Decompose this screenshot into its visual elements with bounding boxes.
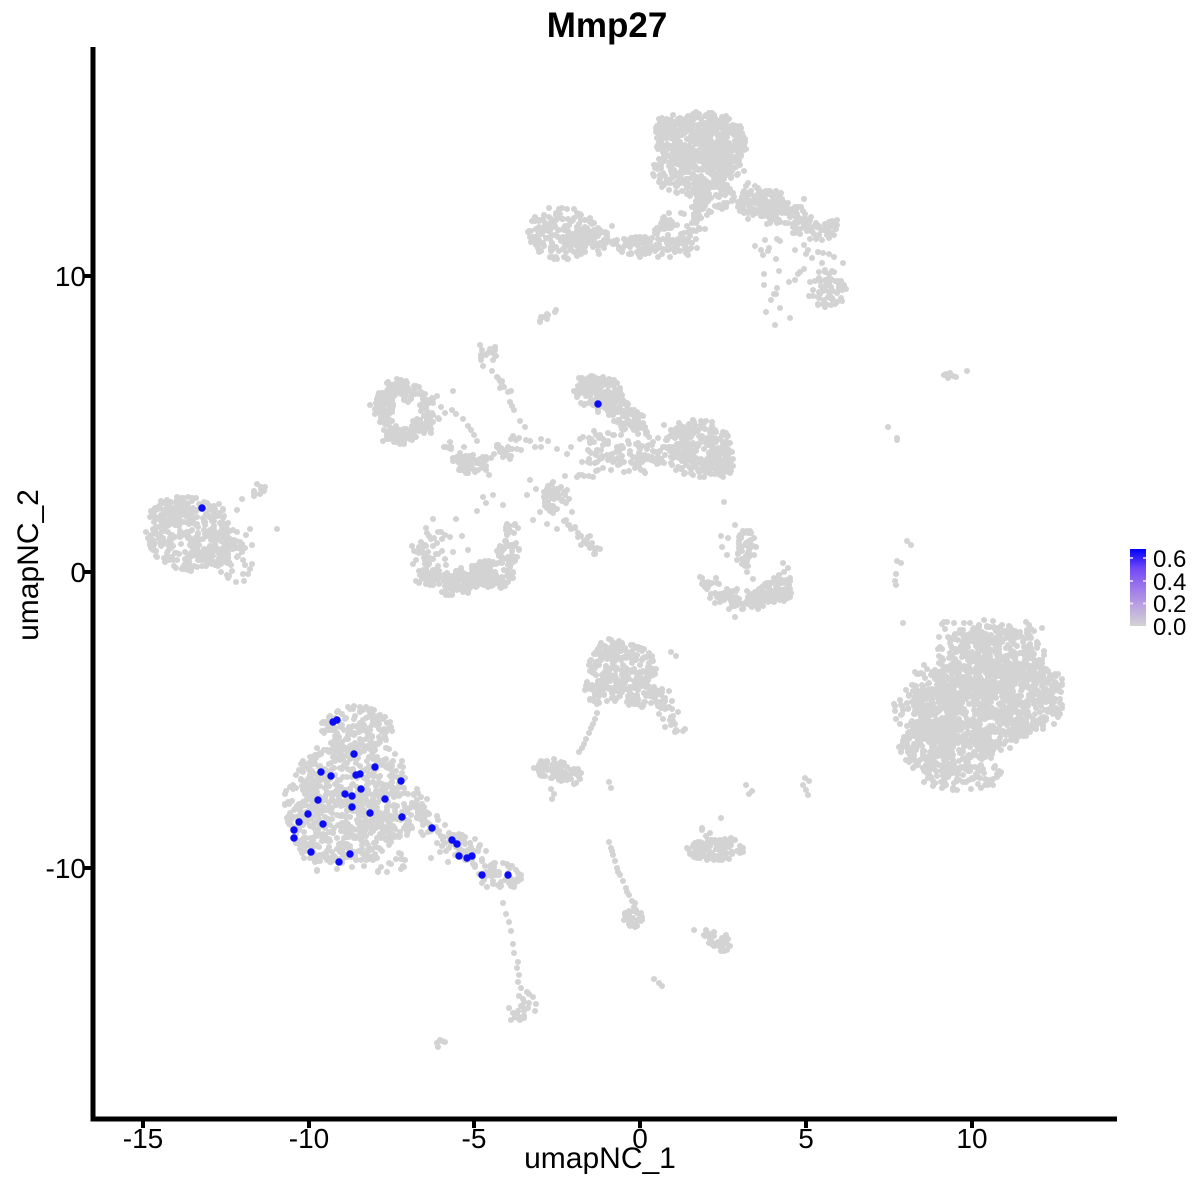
svg-text:0.2: 0.2 — [1153, 591, 1186, 618]
svg-text:10: 10 — [956, 1123, 987, 1154]
svg-text:0.6: 0.6 — [1153, 546, 1186, 573]
svg-text:10: 10 — [55, 261, 86, 292]
svg-text:-15: -15 — [123, 1123, 163, 1154]
svg-text:0.4: 0.4 — [1153, 569, 1186, 596]
svg-text:0: 0 — [70, 557, 86, 588]
svg-text:5: 5 — [798, 1123, 814, 1154]
svg-text:umapNC_1: umapNC_1 — [524, 1142, 676, 1175]
svg-text:umapNC_2: umapNC_2 — [12, 489, 45, 641]
svg-text:0.0: 0.0 — [1153, 614, 1186, 641]
svg-text:Mmp27: Mmp27 — [547, 6, 668, 45]
svg-text:-10: -10 — [46, 853, 86, 884]
svg-text:-10: -10 — [289, 1123, 329, 1154]
svg-text:0: 0 — [632, 1123, 648, 1154]
svg-text:-5: -5 — [462, 1123, 487, 1154]
